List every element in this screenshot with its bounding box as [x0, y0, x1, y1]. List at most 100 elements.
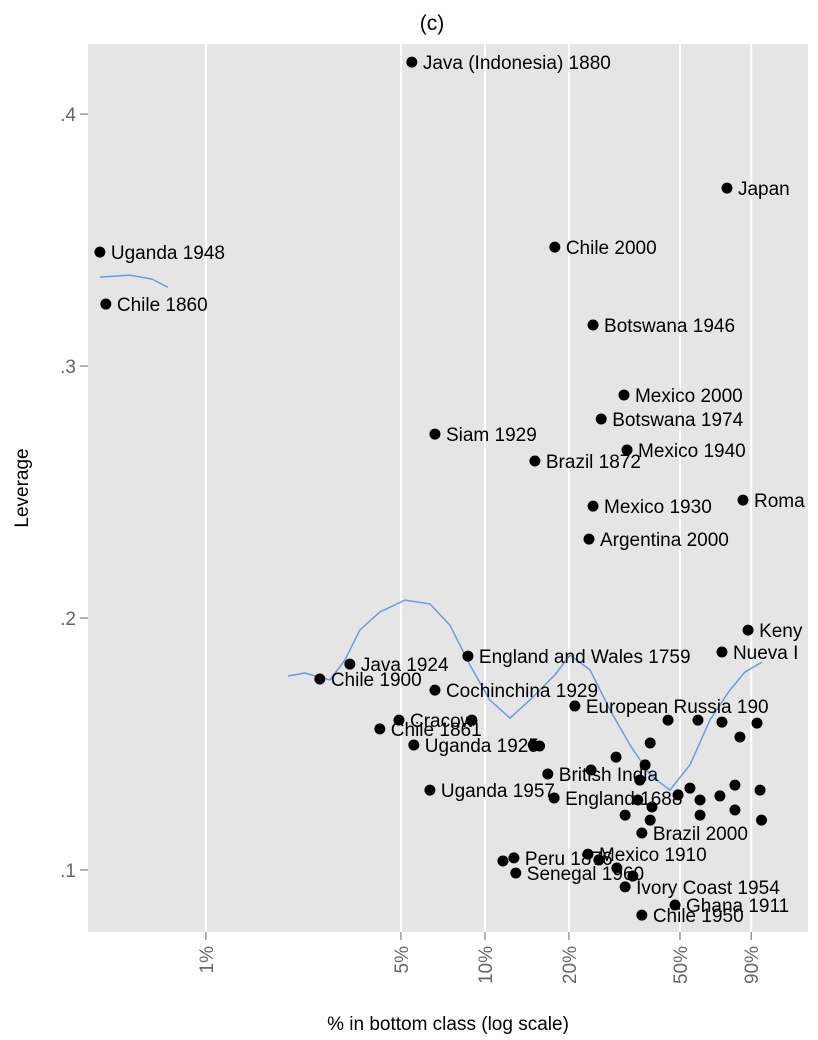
y-tick-label: .2	[60, 609, 76, 630]
point-label: Mexico 1940	[638, 441, 746, 462]
point	[751, 717, 763, 729]
smooth-line	[99, 274, 763, 792]
plot-layer: Java (Indonesia) 1880 Japan Uganda 1948 Chi…	[94, 53, 805, 927]
point-label: Mexico 1930	[604, 497, 712, 518]
point	[634, 774, 646, 786]
point	[610, 751, 622, 763]
point	[619, 809, 631, 821]
point-label: Mexico 1910	[599, 845, 707, 866]
point	[756, 814, 768, 826]
x-tick-label: 20%	[560, 946, 581, 984]
point-label: Mexico 2000	[635, 386, 743, 407]
point	[374, 723, 386, 735]
point-label: Brazil 1872	[546, 452, 641, 473]
point	[583, 533, 595, 545]
point	[424, 784, 436, 796]
point	[529, 455, 541, 467]
point	[595, 413, 607, 425]
point	[729, 779, 741, 791]
point	[569, 700, 581, 712]
point	[534, 740, 546, 752]
point	[393, 714, 405, 726]
point	[632, 794, 644, 806]
point	[694, 809, 706, 821]
point-label: Ivory Coast 1954	[636, 878, 780, 899]
point	[716, 646, 728, 658]
point-label: Uganda 1925	[425, 736, 539, 757]
point-label: Botswana 1974	[612, 410, 743, 431]
point-label: Chile 1900	[331, 670, 422, 691]
point	[636, 827, 648, 839]
point	[462, 650, 474, 662]
point	[646, 801, 658, 813]
point	[714, 790, 726, 802]
point-label: Cracow	[410, 711, 475, 732]
point-label: Cochinchina 1929	[446, 681, 598, 702]
point	[619, 881, 631, 893]
point	[694, 794, 706, 806]
point	[639, 759, 651, 771]
point	[587, 500, 599, 512]
point-label: Argentina 2000	[600, 530, 729, 551]
point	[344, 658, 356, 670]
point	[593, 854, 605, 866]
point	[510, 867, 522, 879]
point	[548, 792, 560, 804]
point	[684, 782, 696, 794]
point-label: Uganda 1948	[111, 243, 225, 264]
point	[754, 784, 766, 796]
point-label: Java 1924	[361, 655, 449, 676]
point	[716, 716, 728, 728]
point-label: British India	[559, 765, 659, 786]
point	[582, 848, 594, 860]
x-tick-label: 1%	[197, 946, 218, 974]
point-label: Chile 1861	[391, 720, 482, 741]
point	[429, 428, 441, 440]
point	[429, 684, 441, 696]
point-label: England and Wales 1759	[479, 647, 691, 668]
point-label: Uganda 1957	[441, 781, 555, 802]
point	[621, 444, 633, 456]
y-axis-label: Leverage	[12, 448, 33, 527]
point-label: Chile 1950	[653, 906, 744, 927]
point	[618, 389, 630, 401]
point	[94, 246, 106, 258]
point	[627, 870, 639, 882]
point	[636, 909, 648, 921]
point	[742, 624, 754, 636]
x-tick-label: 10%	[476, 946, 497, 984]
point-label: Botswana 1946	[604, 316, 735, 337]
y-tick-label: .4	[60, 105, 76, 126]
point	[669, 899, 681, 911]
point-label: Nueva I	[733, 643, 798, 664]
point-label: Roma	[754, 491, 805, 512]
point	[314, 673, 326, 685]
point-label: Ghana 1911	[686, 896, 789, 917]
chart-title: (c)	[420, 12, 445, 35]
point-label: England 1688	[565, 789, 682, 810]
point	[644, 814, 656, 826]
x-tick-label: 5%	[392, 946, 413, 974]
point	[729, 804, 741, 816]
point	[672, 789, 684, 801]
y-tick-label: .1	[60, 861, 76, 882]
x-axis-label: % in bottom class (log scale)	[327, 1014, 569, 1035]
point	[585, 764, 597, 776]
point-label: Brazil 2000	[653, 824, 748, 845]
point-label: Siam 1929	[446, 425, 537, 446]
point-label: Java (Indonesia) 1880	[423, 53, 611, 74]
point	[692, 714, 704, 726]
point	[408, 739, 420, 751]
point-label: Senegal 1960	[527, 864, 644, 885]
y-tick-label: .3	[60, 357, 76, 378]
point	[497, 855, 509, 867]
point	[406, 56, 418, 68]
point	[508, 852, 520, 864]
x-tick-label: 50%	[671, 946, 692, 984]
point	[644, 737, 656, 749]
point	[662, 714, 674, 726]
point	[466, 714, 478, 726]
point-label: Keny	[759, 621, 803, 642]
point-label: Chile 2000	[566, 238, 657, 259]
